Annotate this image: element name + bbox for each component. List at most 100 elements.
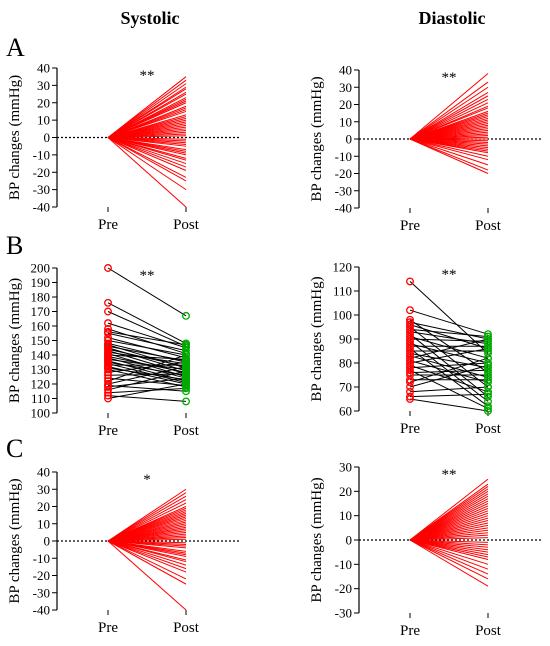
change-line <box>107 540 187 570</box>
row-label-c: C <box>6 434 23 463</box>
change-line <box>107 137 187 161</box>
change-line <box>409 138 489 171</box>
paired-line <box>409 393 489 398</box>
paired-line <box>107 361 187 376</box>
paired-line <box>107 354 187 382</box>
pre-point-marker <box>406 395 414 403</box>
paired-line <box>409 357 489 383</box>
change-line <box>107 137 187 182</box>
y-tick-label: 30 <box>339 80 352 95</box>
significance-annotation: ** <box>140 268 155 284</box>
change-line <box>409 138 489 157</box>
y-tick-label: 0 <box>44 534 51 549</box>
change-line <box>409 539 489 565</box>
paired-line <box>107 311 187 347</box>
y-tick-label: 110 <box>333 284 352 299</box>
y-tick-label: 10 <box>339 508 352 523</box>
significance-annotation: ** <box>140 68 155 84</box>
paired-line <box>107 377 187 386</box>
paired-line <box>107 358 187 370</box>
paired-line <box>409 281 489 354</box>
change-line <box>409 107 489 140</box>
y-tick-label: 70 <box>339 380 352 395</box>
change-line <box>107 540 187 549</box>
column-title-systolic: Systolic <box>120 8 179 28</box>
paired-line <box>107 332 187 352</box>
y-tick-label: 60 <box>339 404 352 419</box>
post-point-marker <box>182 311 190 320</box>
change-line <box>409 539 489 587</box>
paired-line <box>107 367 187 381</box>
change-line <box>409 539 489 560</box>
chart-panel-a-diastolic: -40 -30 -20 -10 0 10 20 30 40 BP changes (mmHg) Pr… <box>309 63 543 234</box>
row-label-a: A <box>6 33 25 62</box>
y-tick-label: 0 <box>346 533 353 548</box>
y-tick-label: 80 <box>339 356 352 371</box>
change-line <box>107 137 187 208</box>
x-tick-label-post: Post <box>475 421 502 437</box>
paired-line <box>409 336 489 359</box>
change-line <box>107 540 187 611</box>
paired-line <box>409 338 489 342</box>
post-point-marker <box>484 392 492 401</box>
paired-line <box>107 370 187 391</box>
pre-point-marker <box>406 378 414 387</box>
y-axis-label: BP changes (mmHg) <box>309 76 325 201</box>
change-line <box>409 539 489 580</box>
paired-line <box>409 398 489 412</box>
post-point-marker <box>484 404 492 413</box>
pre-point-marker <box>406 392 414 401</box>
post-point-marker <box>182 380 190 388</box>
change-line <box>409 138 489 154</box>
change-line <box>107 88 187 138</box>
y-tick-label: -20 <box>33 568 50 583</box>
y-tick-label: -10 <box>33 147 50 162</box>
change-line <box>107 135 187 138</box>
y-tick-label: 190 <box>31 275 51 290</box>
change-line <box>107 137 187 147</box>
post-point-marker <box>484 335 492 343</box>
paired-line <box>409 309 489 335</box>
y-tick-label: 160 <box>31 319 51 334</box>
paired-line <box>409 362 489 369</box>
y-tick-label: -20 <box>33 165 50 180</box>
y-tick-label: 40 <box>339 63 352 78</box>
x-tick-label-post: Post <box>173 620 200 636</box>
y-tick-label: -40 <box>33 200 50 215</box>
x-tick-label-pre: Pre <box>98 423 118 439</box>
paired-line <box>107 267 187 317</box>
pre-point-marker <box>406 366 414 375</box>
y-tick-label: 110 <box>31 391 50 406</box>
change-line <box>409 86 489 140</box>
y-tick-label: 30 <box>37 482 50 497</box>
paired-line <box>107 351 187 365</box>
change-line <box>107 137 187 165</box>
paired-line <box>409 321 489 340</box>
change-line <box>107 137 187 156</box>
post-point-marker <box>182 369 190 378</box>
change-line <box>107 502 187 542</box>
y-tick-label: 40 <box>37 61 50 76</box>
y-tick-label: 120 <box>31 377 51 392</box>
significance-annotation: ** <box>442 70 457 86</box>
change-line <box>409 539 489 575</box>
y-tick-label: -40 <box>335 201 352 216</box>
pre-point-marker <box>406 383 414 391</box>
x-tick-label-pre: Pre <box>400 623 420 639</box>
y-tick-label: 200 <box>31 261 51 276</box>
change-line <box>409 478 489 541</box>
pre-point-marker <box>104 394 112 403</box>
paired-line <box>107 302 187 344</box>
pre-point-marker <box>104 307 112 316</box>
y-axis-label: BP changes (mmHg) <box>7 278 23 403</box>
change-line <box>107 540 187 566</box>
y-tick-label: 100 <box>31 406 51 421</box>
paired-line <box>409 364 489 388</box>
change-line <box>107 540 187 563</box>
y-tick-label: -10 <box>335 149 352 164</box>
post-point-marker <box>182 374 190 383</box>
pre-point-marker <box>104 388 112 397</box>
paired-line <box>107 387 187 394</box>
change-line <box>409 81 489 140</box>
